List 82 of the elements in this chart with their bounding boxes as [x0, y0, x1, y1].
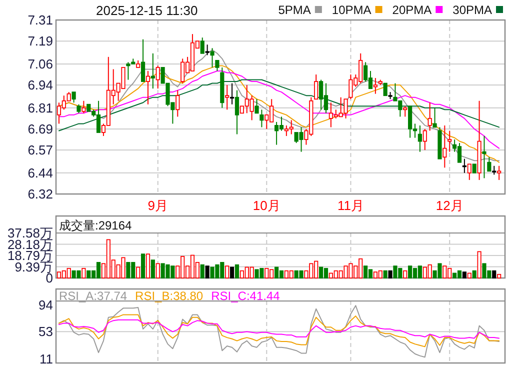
bar [146, 254, 150, 278]
candlestick [156, 65, 160, 90]
candlestick [234, 90, 240, 135]
candlestick [422, 128, 427, 151]
y-tick-label: 11 [40, 352, 53, 365]
bar [200, 264, 204, 278]
chart-title: 2025-12-15 11:30 [96, 3, 198, 18]
y-tick-label: 6.57 [28, 142, 53, 158]
line-series [58, 314, 500, 348]
candlestick [176, 90, 180, 118]
candlestick [140, 38, 146, 82]
candlestick [210, 48, 214, 68]
y-tick-label: 6.94 [28, 78, 53, 93]
line-series [58, 70, 500, 149]
candlestick [403, 106, 408, 118]
candlestick [72, 92, 76, 104]
candlestick [254, 98, 259, 114]
candlestick [487, 156, 492, 172]
bar [383, 270, 388, 278]
candlestick [497, 165, 502, 180]
bar [156, 263, 160, 278]
candlestick [146, 70, 150, 105]
candlestick [467, 164, 472, 180]
candlestick [215, 60, 220, 72]
line-series [58, 305, 500, 358]
candlestick [82, 100, 86, 114]
x-tick-label: 9月 [148, 198, 168, 213]
bar [492, 270, 496, 278]
bar [388, 270, 392, 278]
series-label: RSI_C:41.44 [211, 289, 280, 303]
bar [403, 270, 408, 278]
y-tick-label: 7.31 [28, 12, 53, 28]
candlestick [428, 102, 432, 132]
candlestick [462, 158, 466, 174]
bar [140, 254, 146, 278]
candlestick [383, 82, 388, 96]
line-series [58, 319, 500, 339]
bar [467, 272, 472, 278]
candlestick [230, 82, 234, 105]
y-tick-label: 6.44 [28, 165, 53, 180]
bar [230, 266, 234, 278]
bar [82, 268, 86, 278]
y-tick-label: 6.81 [28, 100, 53, 116]
bar [136, 266, 140, 278]
candlestick [205, 44, 210, 56]
candlestick [418, 124, 422, 152]
candlestick [442, 124, 447, 168]
series-label: RSI_A:37.74 [59, 289, 128, 303]
candlestick [225, 84, 230, 110]
legend-label: 20PMA [392, 3, 432, 17]
y-tick-label: 37.58万 [7, 226, 53, 240]
bar [234, 264, 240, 278]
legend-label: 5PMA [278, 3, 311, 17]
series-label: RSI_B:38.80 [135, 289, 204, 303]
y-tick-label: 53 [38, 324, 53, 340]
bar [462, 272, 466, 278]
candlestick [482, 136, 486, 179]
bar [225, 266, 230, 278]
y-tick-label: 6.32 [28, 186, 53, 202]
bar [205, 266, 210, 278]
x-tick-label: 11月 [337, 198, 364, 213]
legend-label: 10PMA [332, 3, 372, 17]
legend-label: 30PMA [452, 3, 492, 17]
bar [150, 260, 155, 278]
candlestick [314, 74, 318, 100]
candlestick [448, 130, 452, 152]
candlestick [373, 78, 378, 94]
bar [472, 270, 476, 278]
candlestick [432, 107, 437, 128]
y-tick-label: 6.69 [28, 121, 53, 136]
bar [477, 251, 482, 278]
x-tick-label: 12月 [436, 198, 464, 213]
y-tick-label: 7.19 [28, 34, 53, 49]
candlestick [200, 37, 204, 54]
candlestick [150, 52, 155, 90]
y-tick-label: 94 [38, 297, 53, 312]
x-tick-label: 10月 [252, 198, 280, 213]
line-series [58, 79, 500, 132]
bar [497, 274, 502, 278]
y-tick-label: 7.06 [28, 56, 53, 72]
series-label: 成交量:29164 [59, 218, 132, 232]
candlestick [260, 109, 264, 128]
